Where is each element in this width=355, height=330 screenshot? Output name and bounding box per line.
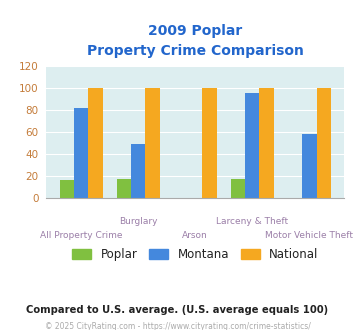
Bar <box>202 88 217 198</box>
Bar <box>231 179 245 198</box>
Title: 2009 Poplar
Property Crime Comparison: 2009 Poplar Property Crime Comparison <box>87 24 304 58</box>
Bar <box>260 88 274 198</box>
Text: Larceny & Theft: Larceny & Theft <box>216 217 288 226</box>
Legend: Poplar, Montana, National: Poplar, Montana, National <box>67 244 323 266</box>
Bar <box>74 108 88 198</box>
Text: © 2025 CityRating.com - https://www.cityrating.com/crime-statistics/: © 2025 CityRating.com - https://www.city… <box>45 322 310 330</box>
Bar <box>131 144 145 198</box>
Bar <box>60 181 74 198</box>
Bar <box>117 179 131 198</box>
Bar <box>145 88 160 198</box>
Bar <box>317 88 331 198</box>
Text: All Property Crime: All Property Crime <box>40 231 122 240</box>
Bar <box>245 93 260 198</box>
Text: Compared to U.S. average. (U.S. average equals 100): Compared to U.S. average. (U.S. average … <box>26 305 329 315</box>
Bar <box>88 88 103 198</box>
Text: Arson: Arson <box>182 231 208 240</box>
Text: Motor Vehicle Theft: Motor Vehicle Theft <box>266 231 353 240</box>
Bar <box>302 134 317 198</box>
Text: Burglary: Burglary <box>119 217 157 226</box>
